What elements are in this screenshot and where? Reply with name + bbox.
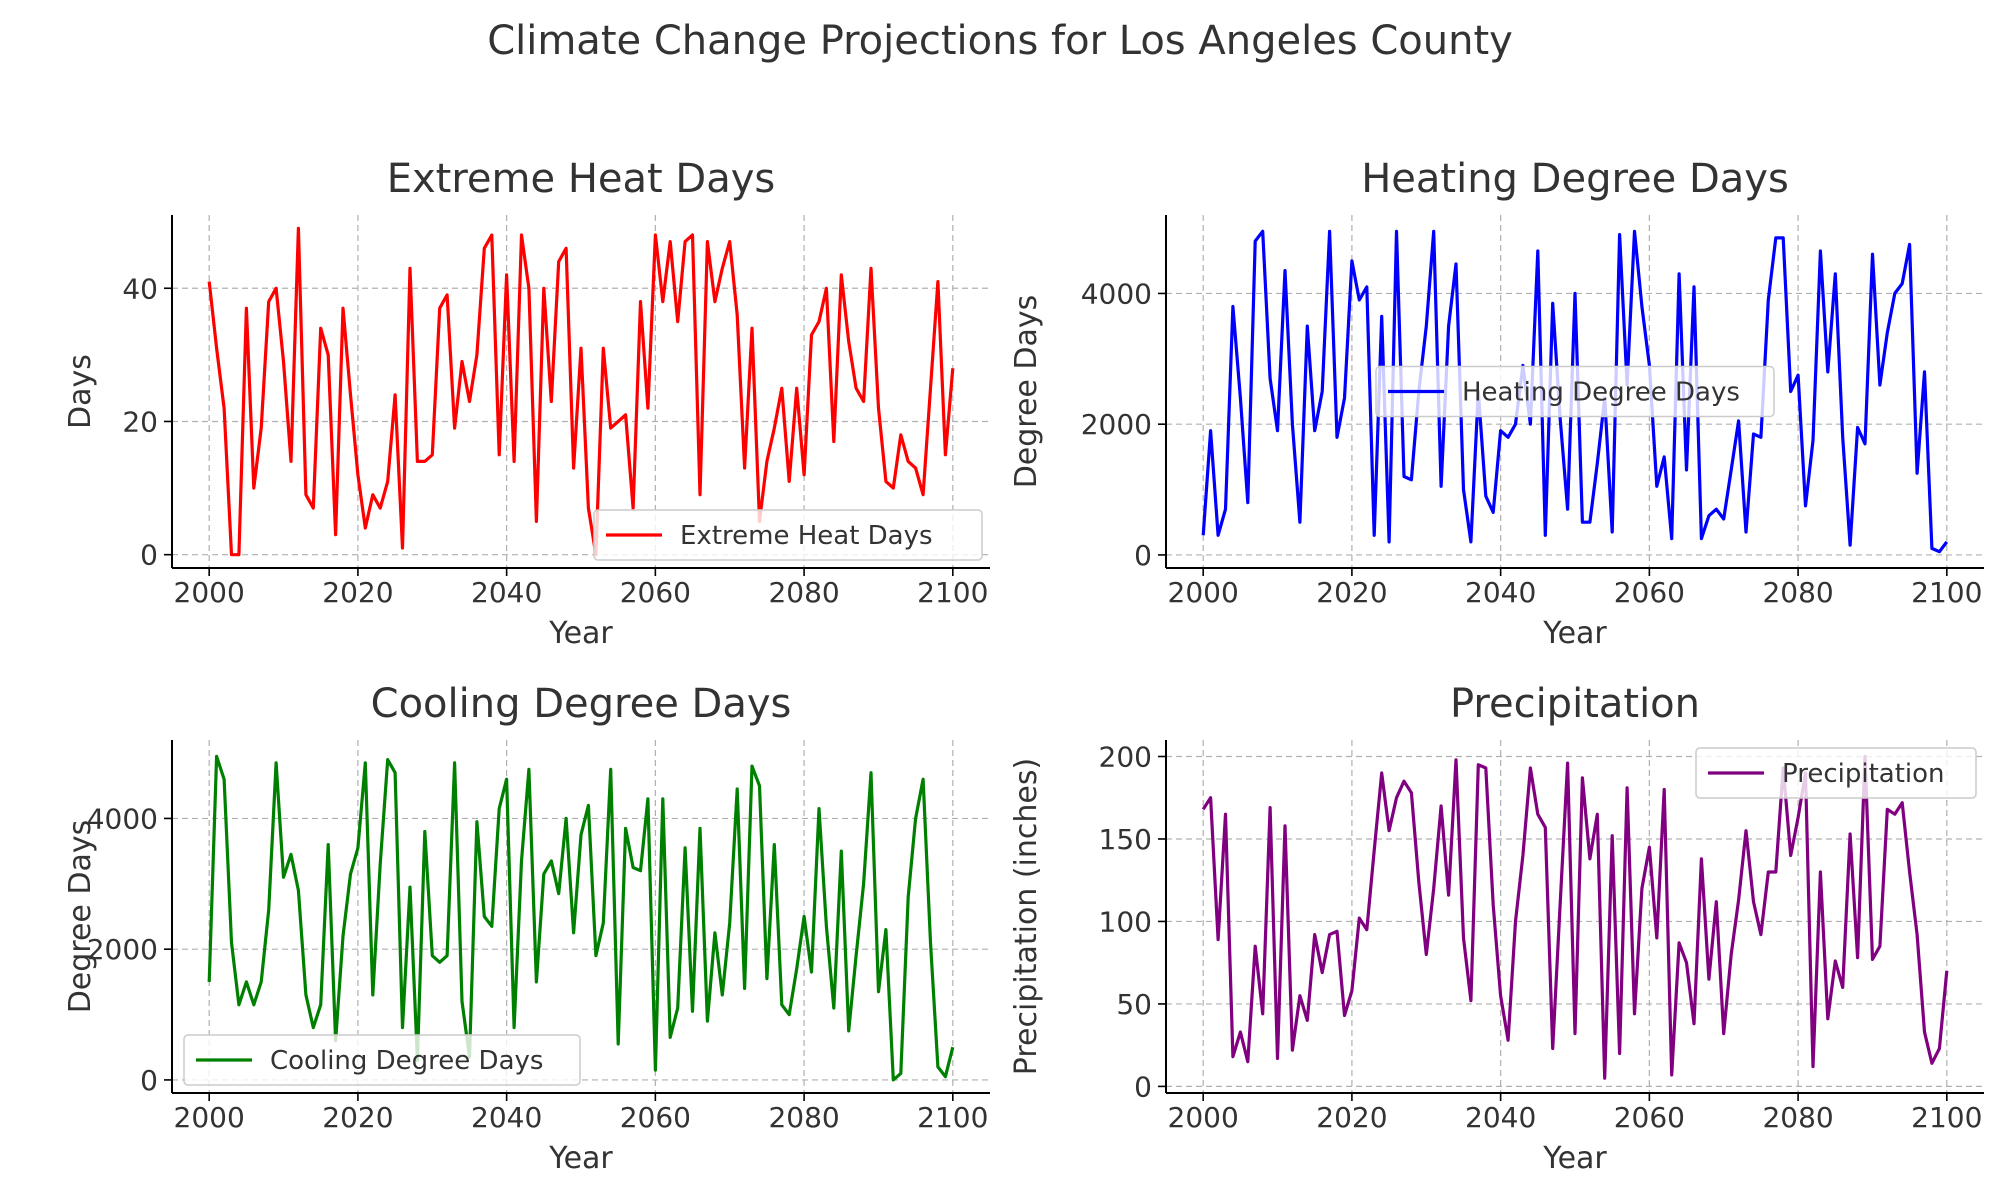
x-tick-label: 2080 [768,1101,839,1134]
x-axis-label: Year [1542,1141,1607,1176]
y-tick-label: 0 [140,1064,158,1097]
legend-box [183,1034,581,1086]
x-tick-label: 2020 [322,576,393,609]
y-tick-label: 0 [1134,539,1152,572]
legend: Extreme Heat Days [593,509,983,561]
chart-panel-4: 2000 2020 2040 2060 2080 2100 0 50 100 150 200 Prec… [1009,681,1984,1176]
x-axis-label: Year [548,1141,613,1176]
legend-label: Cooling Degree Days [270,1046,543,1076]
x-tick-label: 2100 [1911,1101,1982,1134]
legend-box [593,509,983,561]
legend: Precipitation [1695,747,1977,799]
y-tick-label: 4000 [1081,277,1152,310]
y-tick-label: 50 [1116,988,1152,1021]
chart-panel-2: 2000 2020 2040 2060 2080 2100 0 2000 4000 Heating… [1009,156,1984,651]
x-tick-label: 2000 [1168,1101,1239,1134]
y-tick-label: 100 [1099,905,1152,938]
x-tick-label: 2000 [1168,576,1239,609]
x-tick-label: 2060 [620,576,691,609]
figure-title: Climate Change Projections for Los Angel… [487,18,1513,64]
x-tick-label: 2020 [1316,576,1387,609]
y-tick-label: 4000 [87,802,158,835]
series-line [207,754,955,1082]
y-tick-label: 20 [122,405,158,438]
legend-label: Heating Degree Days [1462,378,1740,408]
legend: Cooling Degree Days [183,1034,581,1086]
series-line [1201,754,1949,1080]
series-line [1201,229,1949,554]
y-tick-label: 0 [1134,1070,1152,1103]
x-tick-label: 2040 [1465,1101,1536,1134]
y-tick-label: 2000 [1081,408,1152,441]
x-tick-label: 2080 [768,576,839,609]
y-tick-label: 0 [140,539,158,572]
x-tick-label: 2000 [174,1101,245,1134]
y-axis-label: Degree Days [1009,295,1044,489]
chart-title: Precipitation [1450,681,1700,727]
y-tick-label: 40 [122,272,158,305]
x-tick-label: 2040 [471,1101,542,1134]
y-axis-label: Days [63,354,98,429]
y-tick-label: 150 [1099,823,1152,856]
x-tick-label: 2080 [1762,1101,1833,1134]
x-tick-label: 2100 [1911,576,1982,609]
legend-label: Extreme Heat Days [680,521,933,551]
x-tick-label: 2060 [1614,576,1685,609]
x-tick-label: 2040 [471,576,542,609]
legend-label: Precipitation [1782,759,1945,789]
chart-title: Extreme Heat Days [387,156,776,202]
x-tick-label: 2060 [1614,1101,1685,1134]
x-tick-label: 2100 [917,1101,988,1134]
x-tick-label: 2020 [322,1101,393,1134]
x-tick-label: 2000 [174,576,245,609]
y-axis-label: Precipitation (inches) [1009,758,1044,1075]
legend: Heating Degree Days [1375,365,1775,418]
y-tick-label: 2000 [87,933,158,966]
y-tick-label: 200 [1099,740,1152,773]
x-tick-label: 2040 [1465,576,1536,609]
chart-title: Heating Degree Days [1361,156,1789,202]
chart-title: Cooling Degree Days [371,681,792,727]
series-line [207,226,955,557]
x-tick-label: 2080 [1762,576,1833,609]
x-tick-label: 2020 [1316,1101,1387,1134]
x-tick-label: 2100 [917,576,988,609]
y-axis-label: Degree Days [63,820,98,1014]
legend-box [1375,365,1775,418]
chart-panel-3: 2000 2020 2040 2060 2080 2100 0 2000 4000 Cooling… [63,681,990,1176]
x-axis-label: Year [1542,616,1607,651]
x-tick-label: 2060 [620,1101,691,1134]
x-axis-label: Year [548,616,613,651]
legend-box [1695,747,1977,799]
